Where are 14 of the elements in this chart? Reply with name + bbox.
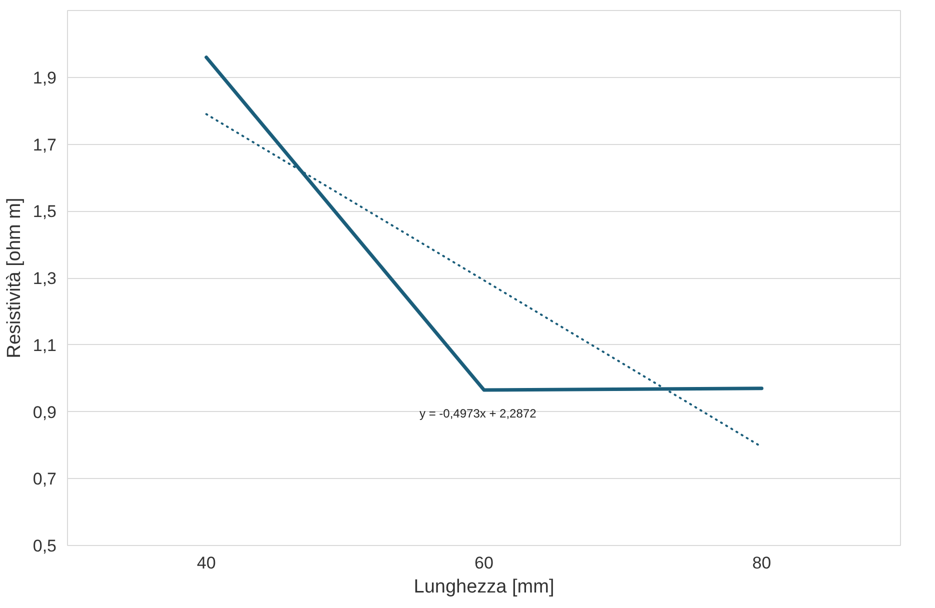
y-tick-label: 1,3 [32,269,57,288]
y-tick-label: 1,7 [32,135,57,154]
x-tick-label: 40 [196,554,216,572]
y-axis-title: Resistività [ohm m] [4,198,25,358]
annotation: y = -0,4973x + 2,2872 [420,406,537,420]
y-tick-label: 0,7 [32,470,57,489]
y-tick-label: 0,5 [32,536,57,556]
y-tick-label: 1,1 [32,336,57,355]
y-tick-label: 1,9 [32,68,57,88]
x-tick-label: 80 [752,554,772,572]
x-tick-label: 60 [474,554,494,572]
y-tick-label: 1,5 [32,202,57,222]
y-tick-label: 0,9 [32,402,57,422]
x-axis-title: Lunghezza [mm] [414,576,554,598]
